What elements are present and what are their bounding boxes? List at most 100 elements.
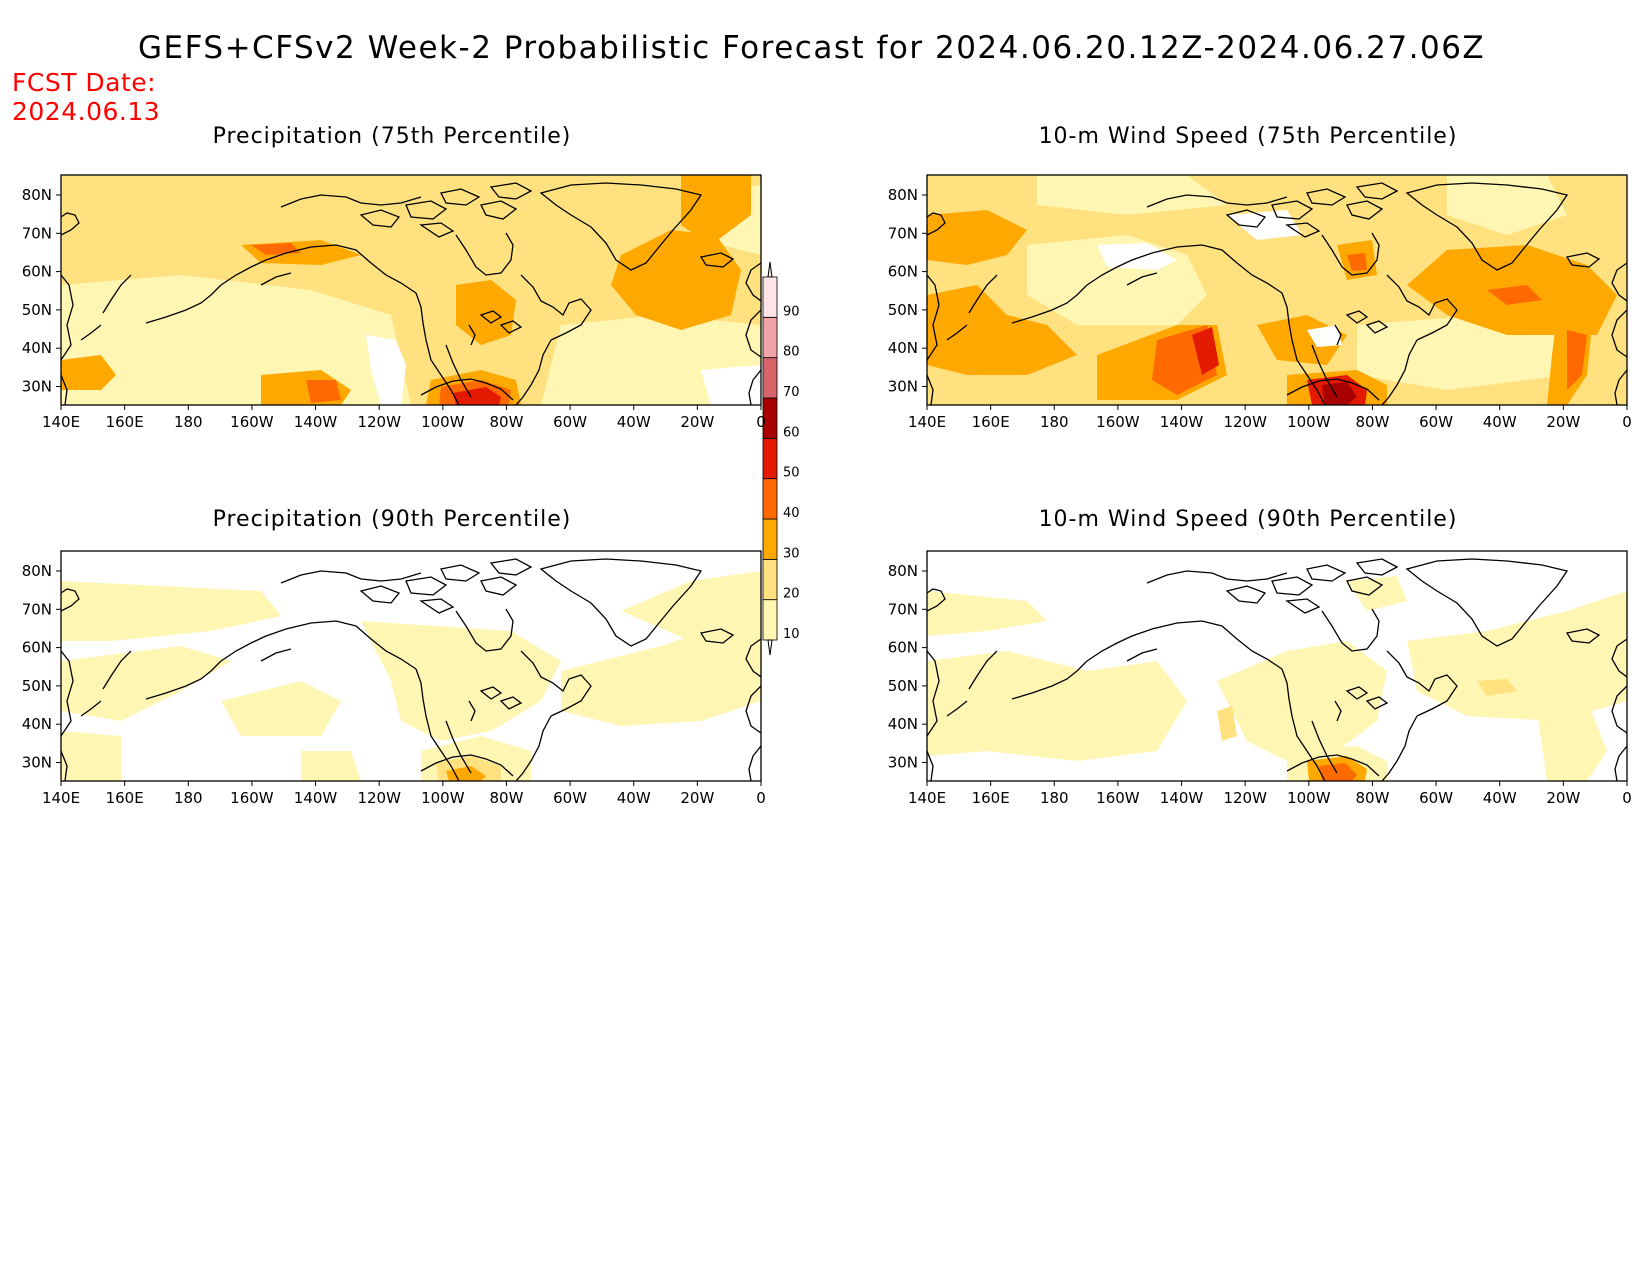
- colorbar-swatch: [762, 518, 778, 560]
- probability-contour: [1347, 576, 1407, 611]
- lat-label: 80N: [888, 186, 918, 204]
- lat-label: 70N: [22, 600, 52, 618]
- probability-contour: [221, 681, 341, 736]
- lon-label: 100W: [1287, 789, 1331, 807]
- lon-label: 80W: [1355, 789, 1389, 807]
- probability-contour: [61, 731, 121, 781]
- lat-label: 60N: [22, 263, 52, 281]
- lat-label: 70N: [888, 600, 918, 618]
- lon-label: 140E: [908, 413, 946, 431]
- lat-label: 60N: [888, 639, 918, 657]
- lon-label: 80W: [1355, 413, 1389, 431]
- lon-label: 40W: [1483, 413, 1517, 431]
- lon-label: 60W: [1419, 413, 1453, 431]
- lat-label: 40N: [888, 339, 918, 357]
- colorbar-label: 30: [783, 546, 800, 561]
- lon-label: 100W: [1287, 413, 1331, 431]
- lat-label: 80N: [22, 562, 52, 580]
- lon-label: 20W: [680, 413, 714, 431]
- lon-label: 160E: [106, 789, 144, 807]
- lon-label: 180: [174, 789, 203, 807]
- map-precip-90: 140E 160E 180 160W 140W 120W 100W 80W 60W 40W 20W 0…: [22, 550, 766, 807]
- panel-title-precip-90: Precipitation (90th Percentile): [212, 507, 572, 532]
- lon-label: 40W: [617, 413, 651, 431]
- lat-label: 30N: [22, 378, 52, 396]
- lon-label: 160W: [230, 413, 274, 431]
- probability-contour: [453, 387, 501, 405]
- lon-label: 0: [756, 413, 766, 431]
- probability-contour: [1192, 327, 1219, 375]
- probability-contour: [1322, 382, 1357, 405]
- lat-label: 40N: [22, 339, 52, 357]
- lat-label: 40N: [888, 715, 918, 733]
- colorbar-swatch: [762, 437, 778, 480]
- lat-label: 70N: [888, 224, 918, 242]
- panel-title-wind-90: 10-m Wind Speed (90th Percentile): [1038, 507, 1458, 532]
- lon-label: 180: [1040, 789, 1069, 807]
- colorbar-label: 50: [783, 466, 800, 481]
- lat-label: 80N: [888, 562, 918, 580]
- lon-label: 140W: [294, 789, 338, 807]
- colorbar-label: 60: [783, 425, 800, 440]
- colorbar-label: 90: [783, 304, 800, 319]
- lat-label: 50N: [22, 677, 52, 695]
- lon-label: 0: [756, 789, 766, 807]
- colorbar-bottom-arrow: [767, 639, 773, 656]
- probability-contour: [1217, 641, 1387, 761]
- probability-contour: [927, 210, 1027, 265]
- lon-label: 20W: [1546, 789, 1580, 807]
- probability-contour: [621, 571, 761, 641]
- probability-contour: [61, 355, 116, 390]
- colorbar-label: 40: [783, 506, 800, 521]
- colorbar-swatch: [762, 558, 778, 601]
- lon-label: 0: [1622, 789, 1632, 807]
- colorbar-swatch: [762, 599, 778, 641]
- lat-label: 70N: [22, 224, 52, 242]
- lon-label: 160E: [972, 789, 1010, 807]
- lon-label: 40W: [1483, 789, 1517, 807]
- probability-contour: [1567, 330, 1587, 390]
- lat-label: 80N: [22, 186, 52, 204]
- lon-label: 140E: [42, 789, 80, 807]
- map-precip-75: 140E 160E 180 160W 140W 120W 100W 80W 60W 40W 20W 0…: [22, 174, 766, 431]
- colorbar-top-arrow: [767, 261, 773, 278]
- probability-contour: [301, 751, 361, 781]
- probability-contour: [1487, 285, 1542, 305]
- colorbar-label: 80: [783, 345, 800, 360]
- probability-contour: [927, 651, 1187, 761]
- probability-contour: [701, 365, 761, 405]
- lon-label: 20W: [680, 789, 714, 807]
- fcst-date: FCST Date: 2024.06.13: [12, 68, 161, 126]
- lon-label: 160W: [230, 789, 274, 807]
- lat-label: 50N: [22, 301, 52, 319]
- lat-label: 50N: [888, 677, 918, 695]
- map-wind-90: 140E 160E 180 160W 140W 120W 100W 80W 60W 40W 20W 0…: [888, 550, 1632, 807]
- probability-contour: [1407, 591, 1627, 721]
- lat-label: 50N: [888, 301, 918, 319]
- map-frame: [60, 550, 762, 782]
- lon-label: 140E: [42, 413, 80, 431]
- lon-label: 160E: [106, 413, 144, 431]
- probability-contour: [927, 591, 1047, 636]
- map-frame: [926, 174, 1628, 406]
- lon-label: 80W: [489, 413, 523, 431]
- probability-contour: [1347, 253, 1367, 271]
- probability-contour: [561, 611, 761, 726]
- lat-label: 60N: [888, 263, 918, 281]
- lon-label: 60W: [1419, 789, 1453, 807]
- lat-label: 30N: [888, 754, 918, 772]
- lon-label: 120W: [1223, 413, 1267, 431]
- lat-label: 30N: [22, 754, 52, 772]
- probability-contour: [1037, 175, 1227, 215]
- colorbar-label: 10: [783, 627, 800, 642]
- panel-title-precip-75: Precipitation (75th Percentile): [212, 124, 572, 149]
- lon-label: 140W: [1160, 789, 1204, 807]
- colorbar-label: 20: [783, 587, 800, 602]
- lon-label: 120W: [357, 413, 401, 431]
- lon-label: 120W: [1223, 789, 1267, 807]
- probability-contour: [1097, 243, 1177, 270]
- lon-label: 0: [1622, 413, 1632, 431]
- lon-label: 180: [1040, 413, 1069, 431]
- probability-contour: [61, 581, 281, 641]
- lat-label: 30N: [888, 378, 918, 396]
